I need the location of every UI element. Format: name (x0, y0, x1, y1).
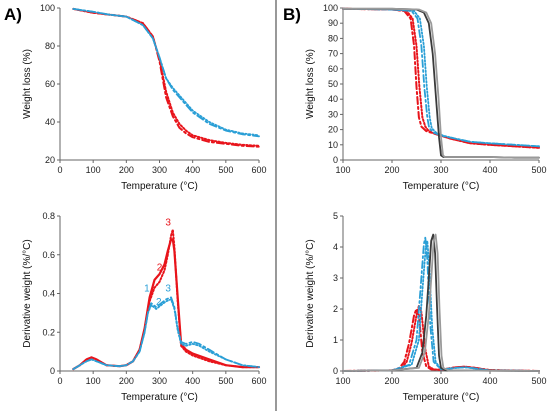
series-line-red-dotted (72, 228, 260, 371)
y-tick-label: 80 (328, 33, 338, 43)
x-axis-label: Temperature (°C) (403, 392, 480, 403)
x-tick-label: 100 (335, 165, 350, 175)
y-axis-label: Derivative weight (%/°C) (22, 239, 33, 347)
y-tick-label: 1 (333, 335, 338, 345)
y-axis-label: Weight loss (%) (22, 49, 33, 119)
y-tick-label: 2 (333, 304, 338, 314)
x-tick-label: 500 (218, 165, 233, 175)
x-tick-label: 0 (57, 376, 62, 386)
y-tick-label: 10 (328, 140, 338, 150)
peak-annotation: 3 (165, 218, 171, 229)
y-tick-label: 4 (333, 242, 338, 252)
x-tick-label: 100 (86, 376, 101, 386)
x-tick-label: 600 (251, 376, 266, 386)
y-tick-label: 90 (328, 18, 338, 28)
x-tick-label: 100 (86, 165, 101, 175)
x-tick-label: 400 (185, 165, 200, 175)
charts-layer: 0 100 200 300 400 500 60020406080100Temperatur… (22, 3, 547, 403)
x-tick-label: 100 (335, 376, 350, 386)
x-tick-label: 400 (482, 376, 497, 386)
y-tick-label: 0.8 (42, 211, 55, 221)
series-line-grey-solid (342, 233, 540, 372)
panel-label-a: A) (4, 5, 22, 24)
x-tick-label: 300 (152, 376, 167, 386)
y-axis-label: Weight loss (%) (305, 49, 316, 119)
peak-annotation: 3 (165, 284, 171, 295)
series-line-red-dotted (342, 7, 540, 149)
y-tick-label: 100 (40, 3, 55, 13)
series-line-blue-dotted (72, 8, 260, 137)
chart-3: 100 200 300 400 500 0 10 20 30 40 50 60 70 80 90 100 Tem… (305, 3, 547, 192)
x-tick-label: 0 (57, 165, 62, 175)
x-tick-label: 600 (251, 165, 266, 175)
series-line-blue-dashdot (72, 8, 260, 138)
panel-label-b: B) (283, 5, 301, 24)
y-tick-label: 50 (328, 79, 338, 89)
peak-annotation: 1 (144, 284, 150, 295)
x-tick-label: 400 (185, 376, 200, 386)
peak-annotation: 2 (156, 297, 162, 308)
chart-1: 0 100 200 300 400 500 600 20 40 60 80 100 Temperatur… (22, 3, 267, 192)
x-tick-label: 200 (119, 165, 134, 175)
y-tick-label: 60 (45, 79, 55, 89)
y-tick-label: 40 (45, 117, 55, 127)
y-tick-label: 20 (45, 155, 55, 165)
x-tick-label: 300 (433, 165, 448, 175)
series-line-black-solid (342, 233, 540, 372)
y-tick-label: 40 (328, 94, 338, 104)
y-tick-label: 3 (333, 273, 338, 283)
y-tick-label: 0 (333, 155, 338, 165)
x-tick-label: 500 (531, 165, 546, 175)
series-line-blue-dotted (342, 7, 540, 148)
series-line-blue-dashdot (72, 296, 260, 370)
y-tick-label: 30 (328, 109, 338, 119)
x-tick-label: 200 (119, 376, 134, 386)
x-tick-label: 300 (152, 165, 167, 175)
y-tick-label: 0 (333, 366, 338, 376)
y-tick-label: 80 (45, 41, 55, 51)
y-tick-label: 0 (50, 366, 55, 376)
y-tick-label: 60 (328, 64, 338, 74)
x-axis-label: Temperature (°C) (403, 181, 480, 192)
x-tick-label: 500 (218, 376, 233, 386)
x-axis-label: Temperature (°C) (121, 392, 198, 403)
x-tick-label: 300 (433, 376, 448, 386)
x-axis-label: Temperature (°C) (121, 181, 198, 192)
y-tick-label: 5 (333, 211, 338, 221)
y-tick-label: 20 (328, 125, 338, 135)
y-tick-label: 0.6 (42, 250, 55, 260)
chart-4: 100 200 300 400 500 0 1 2 3 4 5 Temperature (°C) Der… (305, 211, 547, 403)
y-tick-label: 70 (328, 49, 338, 59)
y-tick-label: 0.4 (42, 289, 55, 299)
y-tick-label: 100 (323, 3, 338, 13)
series-line-blue-dotted (72, 298, 260, 370)
series-line-grey-solid (342, 7, 540, 159)
peak-annotation: 2 (157, 262, 163, 273)
x-tick-label: 200 (384, 376, 399, 386)
x-tick-label: 500 (531, 376, 546, 386)
y-tick-label: 0.2 (42, 327, 55, 337)
x-tick-label: 400 (482, 165, 497, 175)
x-tick-label: 200 (384, 165, 399, 175)
y-axis-label: Derivative weight (%/°C) (305, 239, 316, 347)
chart-2: 0 100 200 300 400 500 600 0 0.2 0.4 0.6 0.8 Temperat… (22, 211, 267, 403)
